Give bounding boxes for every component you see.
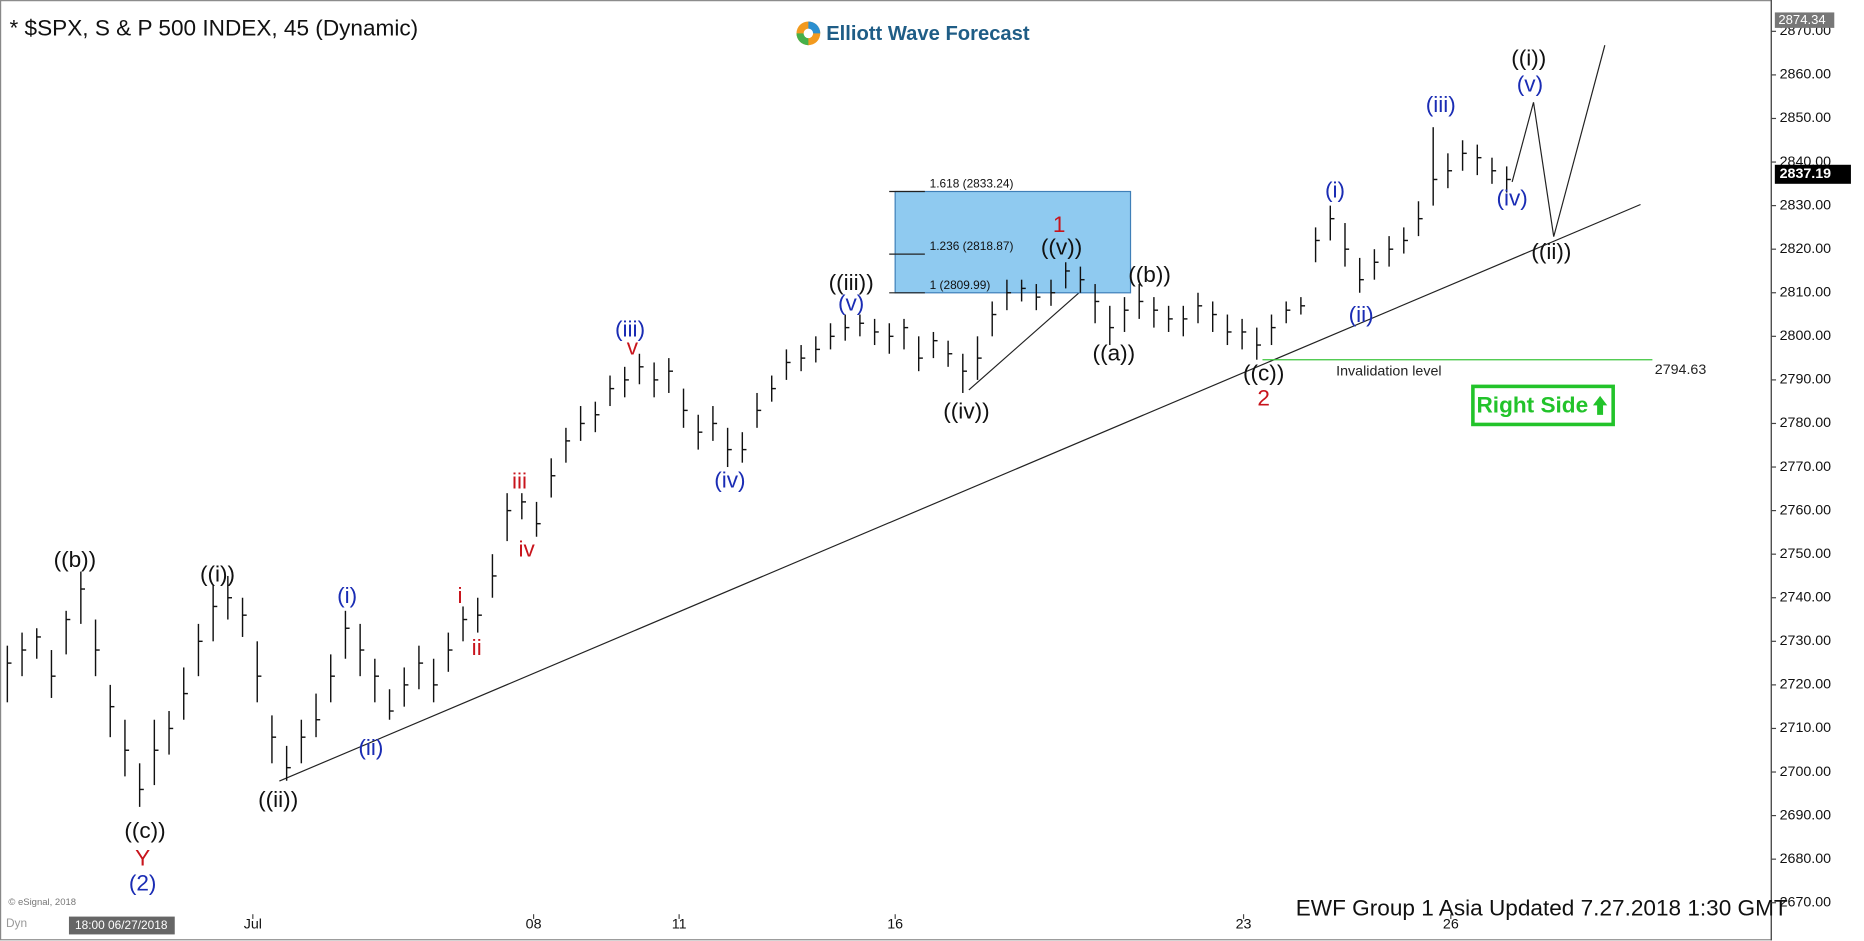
wave-label: (v) — [1517, 72, 1543, 97]
x-tick-label: 26 — [1443, 917, 1459, 933]
y-tick-label: 2680.00 — [1780, 851, 1832, 867]
wave-label: (i) — [337, 583, 357, 608]
wave-label: iii — [512, 469, 527, 494]
y-tick-label: 2730.00 — [1780, 633, 1832, 649]
badge-frame — [1471, 384, 1615, 427]
y-tick-label: 2800.00 — [1780, 328, 1832, 344]
wave-label: (iii) — [1426, 92, 1456, 117]
y-tick-label: 2690.00 — [1780, 807, 1832, 823]
x-tick-label: 11 — [672, 917, 687, 933]
y-tick-label: 2670.00 — [1780, 894, 1832, 910]
wave-label: ((v)) — [1041, 234, 1082, 259]
last-price-tag — [1774, 164, 1851, 184]
wave-label: (2) — [129, 870, 157, 895]
wave-label: (iv) — [1496, 186, 1527, 211]
wedge-line — [968, 292, 1080, 391]
y-tick-label: 2720.00 — [1780, 677, 1832, 693]
invalidation-value: 2794.63 — [1655, 362, 1707, 378]
fib-level-label: 1 (2809.99) — [930, 278, 991, 292]
y-tick-label: 2780.00 — [1780, 415, 1832, 431]
axis-top-tag — [1774, 12, 1835, 28]
wave-label: ((iv)) — [943, 399, 989, 424]
y-tick-label: 2760.00 — [1780, 502, 1832, 518]
footer-text: EWF Group 1 Asia Updated 7.27.2018 1:30 … — [1296, 895, 1788, 920]
y-tick-label: 2750.00 — [1780, 546, 1832, 562]
wave-label: ((iii)) — [829, 270, 874, 295]
x-tick-label: 16 — [887, 917, 903, 933]
wave-label: 2 — [1257, 385, 1270, 410]
y-tick-label: 2740.00 — [1780, 590, 1832, 606]
wave-label: (i) — [1325, 177, 1345, 202]
wave-label: ((c)) — [1243, 360, 1284, 385]
fib-level-label: 1.618 (2833.24) — [930, 177, 1014, 191]
y-tick-label: 2790.00 — [1780, 372, 1832, 388]
wave-label: ((i)) — [1511, 45, 1546, 70]
projection-path — [1511, 45, 1606, 237]
y-tick-label: 2710.00 — [1780, 720, 1832, 736]
wave-label: ((a)) — [1093, 340, 1136, 365]
y-tick-label: 2850.00 — [1780, 110, 1832, 126]
wave-label: (iii) — [615, 316, 645, 341]
logo-text: Elliott Wave Forecast — [826, 23, 1030, 45]
wave-label: ((ii)) — [1531, 239, 1571, 264]
logo-icon-center — [803, 28, 814, 39]
trendline — [279, 203, 1641, 782]
wave-label: ((i)) — [200, 561, 235, 586]
cursor-label-box — [68, 916, 175, 935]
badge-arrow — [1592, 395, 1608, 415]
y-tick-label: 2770.00 — [1780, 459, 1832, 475]
y-tick-label: 2810.00 — [1780, 285, 1832, 301]
wave-label: ((b)) — [1128, 262, 1171, 287]
wave-label: Y — [135, 845, 150, 870]
cursor-label: 18:00 06/27/2018 — [75, 918, 168, 932]
last-price-label: 2837.19 — [1780, 166, 1832, 182]
wave-label: i — [458, 583, 463, 608]
x-tick-label: Jul — [244, 917, 262, 933]
mode-label: Dyn — [6, 916, 27, 930]
wave-label: iv — [518, 536, 535, 561]
copyright: © eSignal, 2018 — [8, 897, 76, 908]
invalidation-text: Invalidation level — [1336, 363, 1441, 379]
wave-label: (ii) — [358, 735, 383, 760]
y-tick-label: 2830.00 — [1780, 197, 1832, 213]
wave-label: ((c)) — [124, 818, 165, 843]
y-tick-label: 2700.00 — [1780, 764, 1832, 780]
fib-level-label: 1.236 (2818.87) — [930, 239, 1014, 253]
wave-label: v — [627, 334, 639, 359]
badge-text: Right Side — [1477, 393, 1589, 418]
badge: Right Side — [1471, 384, 1615, 427]
wave-label: 1 — [1053, 212, 1066, 237]
axis-top-tag-label: 2874.34 — [1778, 12, 1825, 27]
wave-label: ((ii)) — [258, 787, 298, 812]
wave-label: (v) — [838, 290, 864, 315]
y-tick-label: 2860.00 — [1780, 67, 1832, 83]
chart-title: * $SPX, S & P 500 INDEX, 45 (Dynamic) — [10, 16, 419, 41]
wave-label: ((b)) — [54, 547, 97, 572]
y-tick-label: 2820.00 — [1780, 241, 1832, 257]
x-tick-label: 08 — [526, 917, 542, 933]
wave-label: (iv) — [714, 467, 745, 492]
wave-label: (ii) — [1349, 302, 1374, 327]
x-tick-label: 23 — [1236, 917, 1252, 933]
wave-label: ii — [472, 635, 482, 660]
fib-zone — [894, 190, 1132, 294]
logo: Elliott Wave Forecast — [796, 21, 1030, 46]
